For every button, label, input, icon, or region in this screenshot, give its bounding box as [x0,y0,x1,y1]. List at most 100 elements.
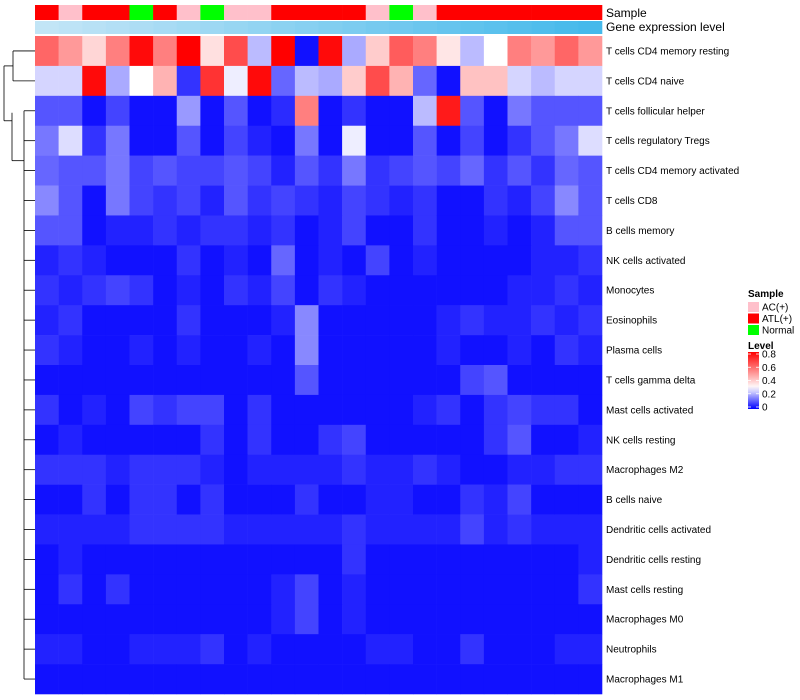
heatmap-cell [578,484,603,515]
heatmap-cell [129,245,154,276]
heatmap-cell [82,484,107,515]
heatmap-cell [554,95,579,127]
heatmap-cell [82,185,107,216]
heatmap-cell [318,65,343,97]
heatmap-cell [436,335,461,366]
heatmap-cell [35,95,59,127]
expression-annotation-cell [105,21,130,34]
heatmap-cell [578,664,603,695]
legend-sample-title: Sample [748,289,784,300]
heatmap-cell [365,454,390,485]
row-label: T cells CD4 memory activated [606,166,739,177]
heatmap-cell [389,65,414,97]
heatmap-cell [153,95,178,127]
heatmap-cell [389,95,414,127]
heatmap-cell [531,484,556,515]
heatmap-cell [413,544,437,575]
heatmap-cell [460,305,485,336]
heatmap-cell [413,664,437,695]
heatmap-cell [247,305,272,336]
heatmap-cell [200,155,225,186]
heatmap-cell [35,365,59,396]
heatmap-cell [554,394,579,426]
heatmap-cell [413,36,437,67]
heatmap-cell [294,365,319,396]
heatmap-cell [247,335,272,366]
heatmap-cell [200,484,225,515]
heatmap-cell [153,574,178,605]
sample-annotation-cell [578,5,603,20]
heatmap-cell [460,185,485,216]
heatmap-cell [507,365,532,396]
heatmap-cell [507,65,532,97]
heatmap-cell [507,634,532,665]
heatmap-cell [105,275,130,306]
heatmap-cell [483,454,508,485]
heatmap-cell [413,155,437,186]
heatmap-cell [294,604,319,635]
heatmap-cell [342,215,367,246]
heatmap-cell [483,574,508,605]
sample-annotation-cell [483,5,508,20]
heatmap-cell [247,365,272,396]
heatmap-cell [271,36,296,67]
heatmap-cell [58,245,83,276]
heatmap-cell [176,664,201,695]
heatmap-cell [460,335,485,366]
heatmap-cell [271,454,296,485]
heatmap-cell [271,335,296,366]
heatmap-cell [460,245,485,276]
heatmap-cell [365,36,390,67]
heatmap-cell [82,275,107,306]
heatmap-cell [318,305,343,336]
heatmap-cell [413,95,437,127]
heatmap-cell [436,305,461,336]
expression-annotation-label: Gene expression level [606,20,725,34]
heatmap-cell [35,634,59,665]
heatmap-cell [247,155,272,186]
heatmap-cell [105,514,130,545]
heatmap-cell [436,394,461,426]
heatmap-cell [483,185,508,216]
heatmap-cell [365,574,390,605]
heatmap-cell [554,484,579,515]
heatmap-cell [176,275,201,306]
heatmap-cell [460,215,485,246]
heatmap-cell [531,95,556,127]
heatmap-cell [483,305,508,336]
heatmap-cell [365,215,390,246]
heatmap-cell [389,245,414,276]
heatmap-cell [153,514,178,545]
heatmap-cell [224,36,248,67]
heatmap-cell [58,215,83,246]
heatmap-cell [389,484,414,515]
heatmap-cell [294,634,319,665]
heatmap-cell [436,544,461,575]
heatmap-cell [224,484,248,515]
heatmap-cell [35,185,59,216]
heatmap-cell [413,275,437,306]
heatmap-cell [389,305,414,336]
heatmap-cell [483,95,508,127]
heatmap-cell [554,36,579,67]
heatmap-cell [578,335,603,366]
heatmap-cell [578,454,603,485]
expression-annotation-cell [82,21,107,34]
heatmap-cell [578,574,603,605]
heatmap-cell [224,305,248,336]
heatmap-cell [176,335,201,366]
heatmap-cell [35,155,59,186]
heatmap-cell [82,215,107,246]
row-label: Mast cells activated [606,405,693,416]
heatmap-cell [271,544,296,575]
heatmap-cell [365,514,390,545]
heatmap-cell [294,544,319,575]
heatmap-cell [224,155,248,186]
expression-annotation-cell [224,21,248,34]
heatmap-cell [578,394,603,426]
heatmap-cell [365,365,390,396]
heatmap-cell [342,36,367,67]
sample-annotation-cell [436,5,461,20]
heatmap-cells [35,36,603,695]
heatmap-cell [578,36,603,67]
